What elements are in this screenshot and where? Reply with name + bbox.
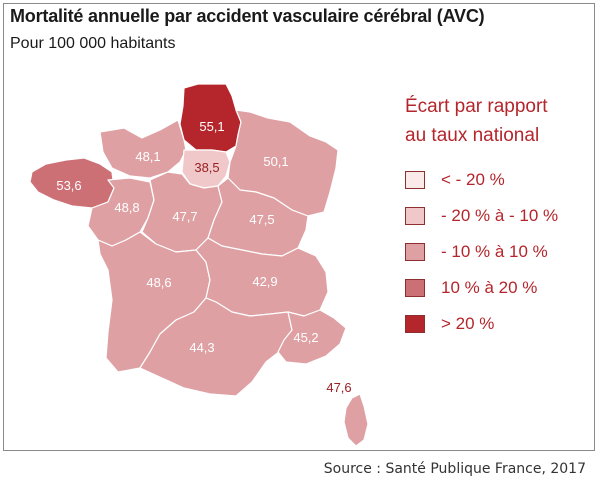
map-title: Mortalité annuelle par accident vasculai…	[10, 6, 485, 26]
region-label-bourgogne-franche-comte: 47,5	[249, 212, 274, 227]
map-subtitle: Pour 100 000 habitants	[10, 35, 176, 52]
legend-swatch	[405, 171, 425, 189]
region-label-bretagne: 53,6	[56, 178, 81, 193]
legend-swatch	[405, 207, 425, 225]
region-label-centre-val-de-loire: 47,7	[172, 209, 197, 224]
legend-label: 10 % à 20 %	[441, 278, 538, 297]
legend-swatch	[405, 279, 425, 297]
region-label-pays-de-la-loire: 48,8	[114, 200, 139, 215]
legend-swatch	[405, 315, 425, 333]
source-note: Source : Santé Publique France, 2017	[323, 461, 586, 477]
legend-title-line1: Écart par rapport	[405, 96, 548, 117]
region-label-corse: 47,6	[326, 380, 351, 395]
region-label-ile-de-france: 38,5	[194, 160, 219, 175]
region-label-hauts-de-france: 55,1	[199, 119, 224, 134]
legend-label: - 10 % à 10 %	[441, 242, 548, 261]
region-hauts-de-france	[179, 83, 242, 153]
legend-title: Écart par rapport au taux national	[405, 92, 548, 150]
region-label-normandie: 48,1	[135, 149, 160, 164]
region-label-auvergne-rhone-alpes: 42,9	[252, 274, 277, 289]
region-corse	[343, 393, 369, 447]
region-label-nouvelle-aquitaine: 48,6	[146, 275, 171, 290]
legend-item: - 10 % à 10 %	[405, 242, 548, 262]
legend-label: - 20 % à - 10 %	[441, 206, 559, 225]
region-occitanie	[139, 297, 293, 397]
region-label-paca: 45,2	[293, 330, 318, 345]
legend-item: - 20 % à - 10 %	[405, 206, 558, 226]
legend-item: < - 20 %	[405, 170, 505, 190]
legend-label: < - 20 %	[441, 170, 505, 189]
legend-item: > 20 %	[405, 314, 494, 334]
legend-title-line2: au taux national	[405, 125, 540, 146]
region-paca	[277, 309, 347, 365]
region-label-occitanie: 44,3	[189, 340, 214, 355]
legend-label: > 20 %	[441, 314, 495, 333]
region-label-grand-est: 50,1	[263, 154, 288, 169]
legend-item: 10 % à 20 %	[405, 278, 537, 298]
legend-swatch	[405, 243, 425, 261]
